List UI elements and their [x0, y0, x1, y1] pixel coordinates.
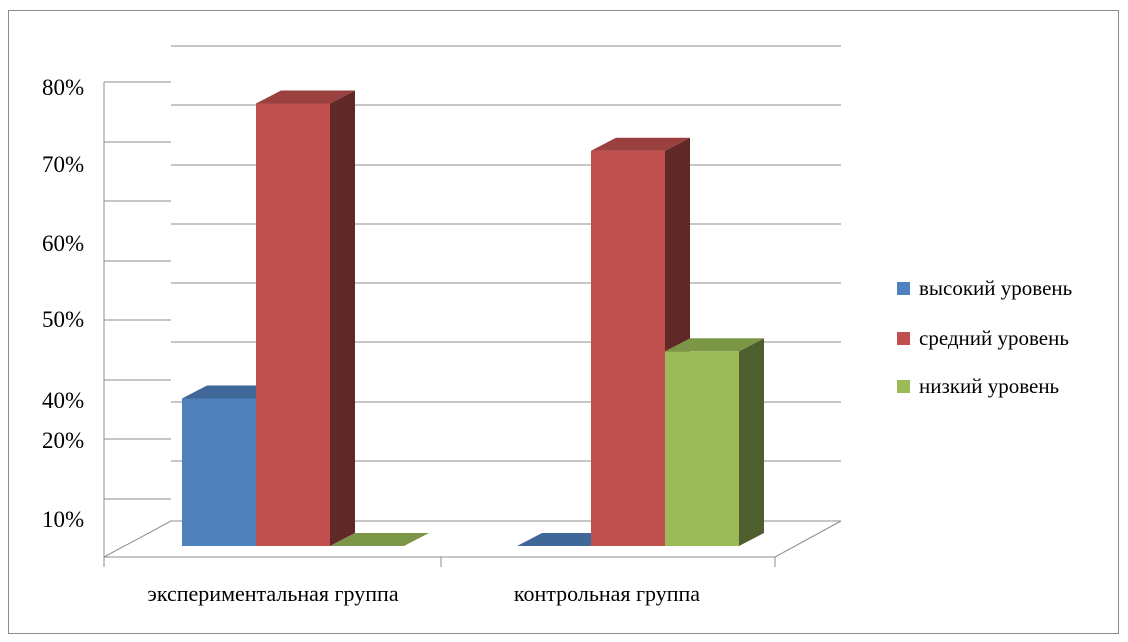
bar-top-1-1	[591, 137, 690, 151]
legend-swatch-1	[897, 332, 910, 345]
y-tick-label-6: 80%	[42, 75, 84, 100]
bars-group	[182, 90, 764, 546]
bar-1-1	[591, 137, 690, 546]
chart-svg: 10% 20% 40% 50% 60% 70% 80% экспериментальная …	[42, 45, 1072, 606]
x-category-label-1: контрольная группа	[514, 581, 700, 606]
legend-label-1: средний уровень	[919, 326, 1069, 350]
y-tick-label-0: 10%	[42, 507, 84, 532]
x-axis-category-labels: экспериментальная группа контрольная груп…	[147, 581, 700, 606]
bar-front-1-1	[591, 150, 665, 546]
y-tick-label-5: 70%	[42, 152, 84, 177]
legend-label-2: низкий уровень	[919, 374, 1059, 398]
bar-front-0-1	[256, 103, 330, 546]
y-tick-label-4: 60%	[42, 231, 84, 256]
bar-1-2	[665, 338, 764, 546]
x-category-label-0: экспериментальная группа	[147, 581, 398, 606]
bar-0-2	[330, 533, 429, 546]
legend: высокий уровень средний уровень низкий уро…	[897, 276, 1072, 398]
y-tick-label-1: 20%	[42, 428, 84, 453]
y-tick-label-2: 40%	[42, 388, 84, 413]
bar-top-1-2	[665, 338, 764, 352]
chart-frame: 10% 20% 40% 50% 60% 70% 80% экспериментальная …	[8, 10, 1119, 634]
legend-swatch-0	[897, 282, 910, 295]
bar-front-0-0	[182, 398, 256, 546]
y-tick-label-3: 50%	[42, 307, 84, 332]
bar-top-0-2	[330, 533, 429, 546]
bar-side-0-1	[330, 90, 355, 546]
legend-label-0: высокий уровень	[919, 276, 1072, 300]
bar-side-1-2	[739, 338, 764, 546]
side-axis	[103, 81, 171, 559]
bar-front-1-2	[665, 351, 739, 546]
bar-0-1	[256, 90, 355, 546]
bar-top-0-1	[256, 90, 355, 104]
y-axis-tick-labels: 10% 20% 40% 50% 60% 70% 80%	[42, 75, 84, 532]
legend-swatch-2	[897, 380, 910, 393]
